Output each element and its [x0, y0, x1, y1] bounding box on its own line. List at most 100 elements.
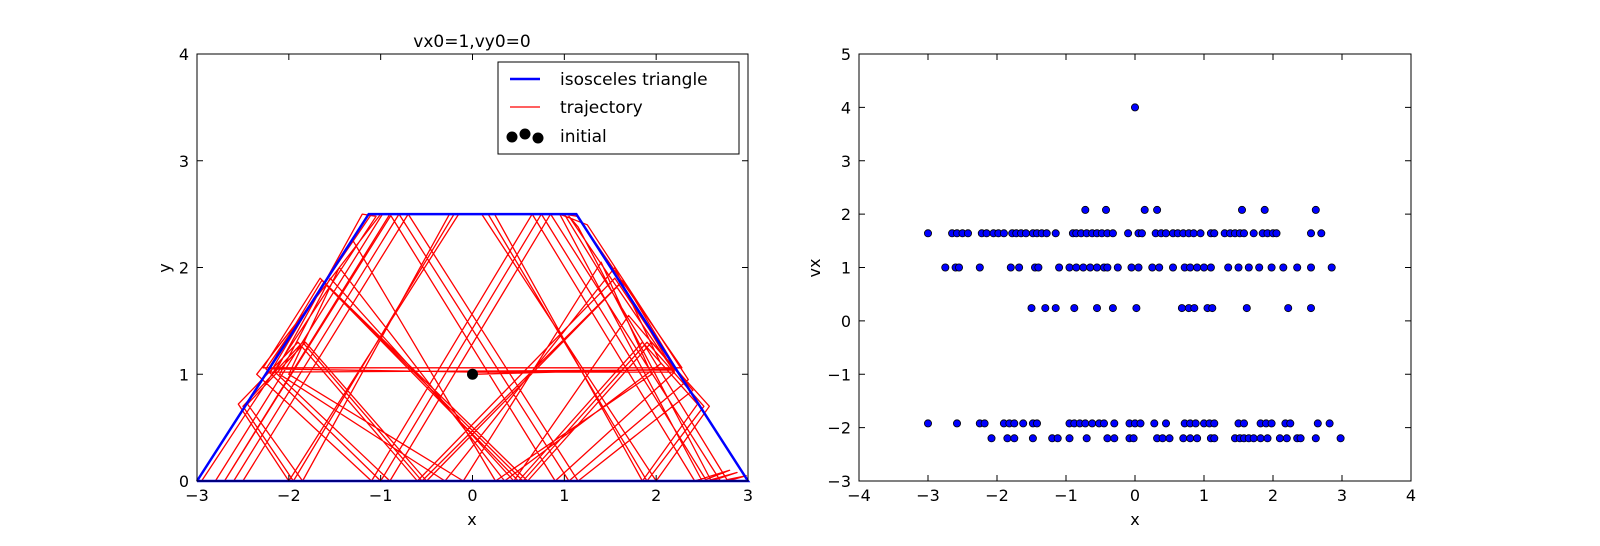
scatter-point: [1108, 229, 1117, 238]
trajectory-line: [200, 213, 747, 482]
scatter-point: [1210, 229, 1219, 238]
scatter-point: [1311, 434, 1320, 443]
scatter-point: [1165, 434, 1174, 443]
scatter-point: [1317, 229, 1326, 238]
scatter-point: [999, 229, 1008, 238]
left-plot-ylabel: y: [155, 263, 174, 272]
left-xtick-label: −3: [185, 486, 209, 505]
right-xtick-label: −2: [985, 486, 1009, 505]
scatter-point: [1051, 304, 1060, 313]
scatter-point: [1028, 434, 1037, 443]
left-plot-title: vx0=1,vy0=0: [413, 32, 530, 52]
scatter-point: [1131, 103, 1140, 112]
scatter-point: [1267, 419, 1276, 428]
scatter-point: [1051, 229, 1060, 238]
right-ytick-label: 2: [841, 205, 851, 224]
scatter-point: [1003, 434, 1012, 443]
scatter-point: [1284, 304, 1293, 313]
scatter-point: [1296, 434, 1305, 443]
scatter-point: [1079, 263, 1088, 272]
left-ytick-label: 2: [179, 259, 189, 278]
right-xtick-label: −3: [916, 486, 940, 505]
scatter-point: [1110, 434, 1119, 443]
scatter-point: [1006, 263, 1015, 272]
scatter-point: [1082, 434, 1091, 443]
scatter-point: [1210, 419, 1219, 428]
right-ytick-label: −3: [827, 472, 851, 491]
scatter-point: [1279, 263, 1288, 272]
right-ytick-label: −1: [827, 365, 851, 384]
scatter-point: [1055, 263, 1064, 272]
scatter-point: [1134, 263, 1143, 272]
left-ytick-label: 0: [179, 472, 189, 491]
scatter-point: [975, 263, 984, 272]
scatter-point: [1240, 419, 1249, 428]
scatter-point: [1137, 229, 1146, 238]
scatter-point: [1242, 304, 1251, 313]
right-xtick-label: −1: [1054, 486, 1078, 505]
scatter-point: [1193, 263, 1202, 272]
scatter-point: [1093, 304, 1102, 313]
scatter-point: [1293, 263, 1302, 272]
scatter-point: [1325, 419, 1334, 428]
scatter-point: [1189, 229, 1198, 238]
scatter-point: [1042, 229, 1051, 238]
scatter-point: [1311, 205, 1320, 214]
scatter-point: [1244, 263, 1253, 272]
scatter-point: [1282, 434, 1291, 443]
left-xtick-label: −1: [369, 486, 393, 505]
scatter-point: [924, 229, 933, 238]
scatter-point: [1260, 205, 1269, 214]
scatter-point: [1081, 205, 1090, 214]
scatter-point: [1255, 263, 1264, 272]
scatter-point: [1113, 263, 1122, 272]
scatter-point: [1313, 419, 1322, 428]
right-ytick-label: 0: [841, 312, 851, 331]
scatter-point: [1153, 205, 1162, 214]
scatter-point: [1110, 419, 1119, 428]
scatter-point: [982, 229, 991, 238]
legend-label-trajectory: trajectory: [560, 98, 643, 118]
scatter-point: [1022, 229, 1031, 238]
legend-swatch-initial-1: [506, 131, 518, 143]
scatter-point: [924, 419, 933, 428]
scatter-point: [1072, 263, 1081, 272]
right-xtick-label: 3: [1337, 486, 1347, 505]
right-xtick-label: 0: [1130, 486, 1140, 505]
left-plot-xlabel: x: [467, 510, 476, 529]
scatter-point: [1177, 304, 1186, 313]
trajectory-series: [200, 213, 747, 482]
right-xtick-label: 2: [1268, 486, 1278, 505]
scatter-point: [1033, 419, 1042, 428]
scatter-point: [1053, 434, 1062, 443]
scatter-series: [924, 103, 1345, 443]
scatter-point: [1081, 419, 1090, 428]
scatter-point: [1206, 263, 1215, 272]
legend-swatch-initial-3: [532, 132, 544, 144]
scatter-point: [1256, 434, 1265, 443]
scatter-point: [1249, 229, 1258, 238]
scatter-point: [1210, 434, 1219, 443]
scatter-point: [964, 229, 973, 238]
scatter-point: [1093, 263, 1102, 272]
left-ytick-label: 4: [179, 45, 189, 64]
scatter-point: [955, 263, 964, 272]
right-plot-xlabel: x: [1130, 510, 1139, 529]
right-xtick-label: −4: [847, 486, 871, 505]
right-plot-ylabel: vx: [805, 259, 824, 278]
scatter-point: [1027, 304, 1036, 313]
scatter-point: [1158, 434, 1167, 443]
scatter-point: [1108, 304, 1117, 313]
left-ytick-label: 3: [179, 152, 189, 171]
left-xtick-label: −2: [277, 486, 301, 505]
scatter-point: [1286, 419, 1295, 428]
scatter-point: [1088, 419, 1097, 428]
left-plot: vx0=1,vy0=0 −3 −2 −1 0 1 2 3 0 1 2 3 4 x y isoscele…: [155, 32, 753, 529]
scatter-point: [1136, 419, 1145, 428]
scatter-point: [1272, 229, 1281, 238]
initial-point-marker: [467, 368, 478, 380]
scatter-point: [953, 419, 962, 428]
right-ytick-label: 5: [841, 45, 851, 64]
